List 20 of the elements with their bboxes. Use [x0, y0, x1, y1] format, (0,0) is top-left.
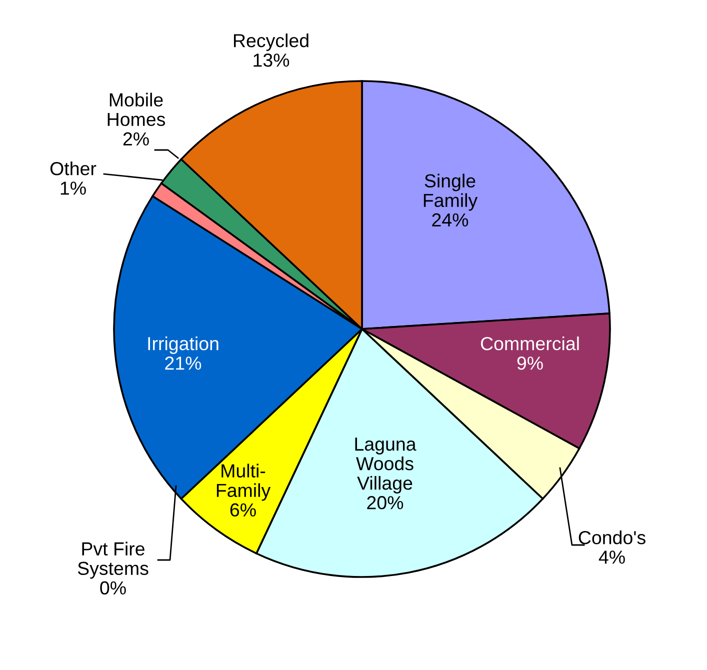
text: 0%	[100, 581, 126, 595]
data-label: 4%	[598, 550, 625, 564]
data-label: 6%	[230, 503, 256, 517]
data-label: 24%	[432, 213, 468, 226]
data-label: 13%	[254, 54, 290, 67]
slice-label: Single Family	[424, 174, 478, 211]
data-label: 21%	[165, 356, 202, 370]
category-label: Pvt Fire Systems	[78, 542, 148, 579]
slice-label: Laguna Woods Village	[355, 438, 416, 494]
slice-label: Condo's	[578, 530, 646, 544]
slice-label: Other	[50, 162, 96, 176]
data-label: 20%	[367, 496, 404, 510]
slice-label: Commercial	[480, 336, 579, 350]
data-label: 2%	[123, 132, 149, 146]
slice-label: Multi- Family	[216, 464, 271, 501]
slice-label: Mobile Homes	[108, 92, 166, 126]
data-label: 1%	[60, 182, 86, 195]
data-label: 9%	[517, 356, 543, 370]
slice-label: Irrigation	[148, 336, 218, 354]
slice-label: Recycled	[234, 34, 308, 51]
